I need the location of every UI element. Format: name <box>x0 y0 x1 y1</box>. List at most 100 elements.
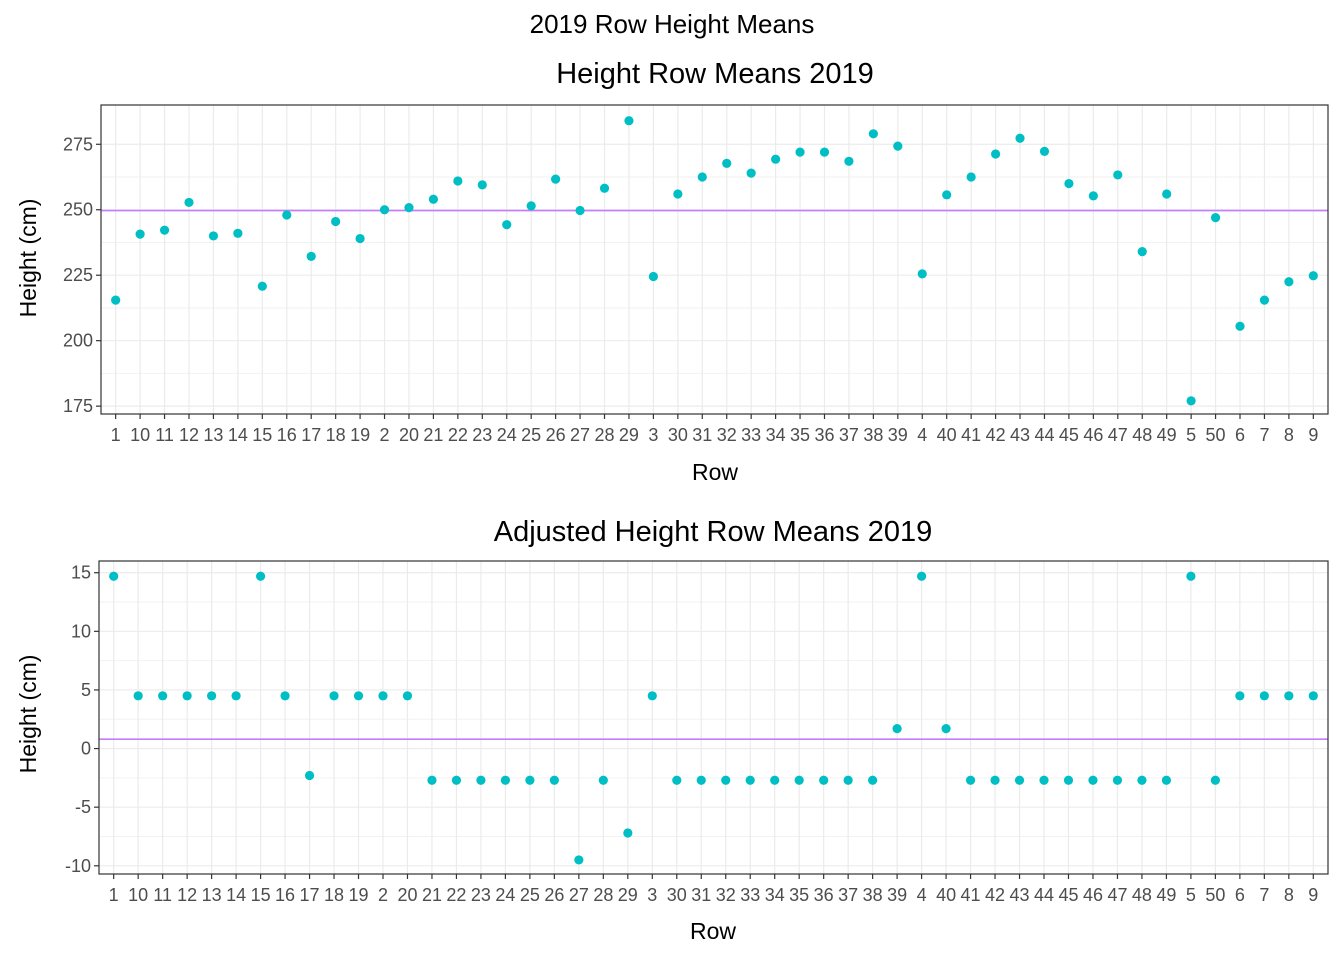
top-panel-x-tick-label: 17 <box>301 425 321 445</box>
top-panel-y-tick-label: 225 <box>63 265 93 285</box>
top-panel-x-tick-label: 11 <box>155 425 174 445</box>
top-panel-x-tick-label: 44 <box>1034 425 1054 445</box>
bottom-panel-x-tick-label: 42 <box>985 885 1005 905</box>
top-panel-y-tick-label: 175 <box>63 396 93 416</box>
bottom-panel-x-tick-label: 19 <box>348 885 368 905</box>
top-panel-point <box>844 156 854 166</box>
top-panel-x-tick-label: 7 <box>1259 425 1269 445</box>
bottom-panel-point <box>255 571 266 581</box>
bottom-panel-y-tick-label: -10 <box>65 856 91 876</box>
top-panel-point <box>1015 133 1025 143</box>
bottom-panel-point <box>1186 571 1196 581</box>
bottom-panel-point <box>965 775 976 785</box>
bottom-panel-x-tick-label: 5 <box>1186 885 1196 905</box>
figure-title: 2019 Row Height Means <box>530 9 815 39</box>
top-panel-point <box>1235 321 1245 331</box>
top-panel-x-tick-label: 38 <box>863 425 883 445</box>
top-panel-x-tick-label: 34 <box>766 425 786 445</box>
top-panel-point <box>404 203 414 213</box>
top-panel-point <box>893 141 903 151</box>
bottom-panel-x-tick-label: 20 <box>397 885 417 905</box>
bottom-panel-x-tick-label: 41 <box>961 885 981 905</box>
top-panel-point <box>771 154 781 164</box>
bottom-panel-point <box>1284 691 1294 701</box>
top-panel-y-tick-label: 200 <box>63 331 93 351</box>
top-panel-x-tick-label: 16 <box>277 425 297 445</box>
bottom-panel-x-tick-label: 30 <box>667 885 687 905</box>
bottom-panel-point <box>770 775 780 785</box>
bottom-panel-point <box>721 775 731 785</box>
bottom-panel-x-tick-label: 16 <box>275 885 295 905</box>
top-panel-grid <box>101 105 1328 414</box>
bottom-panel-x-tick-label: 47 <box>1107 885 1127 905</box>
bottom-panel-x-tick-label: 17 <box>300 885 320 905</box>
top-panel-x-tick-label: 18 <box>326 425 346 445</box>
top-panel-point <box>1284 277 1294 287</box>
top-panel-point <box>722 158 732 168</box>
bottom-panel-y-tick-label: 10 <box>71 621 91 641</box>
bottom-panel-point <box>623 828 633 838</box>
top-panel-x-tick-label: 30 <box>668 425 688 445</box>
top-panel-x-tick-label: 25 <box>521 425 541 445</box>
top-panel-point <box>184 197 194 208</box>
bottom-panel-point <box>916 571 927 581</box>
top-panel-x-tick-label: 28 <box>594 425 614 445</box>
bottom-panel-x-tick-label: 29 <box>618 885 638 905</box>
top-panel-point <box>355 233 365 244</box>
bottom-panel-point <box>378 691 388 701</box>
bottom-panel-y-tick-label: -5 <box>75 797 91 817</box>
bottom-panel-point <box>109 571 119 581</box>
top-panel-x-tick-label: 10 <box>130 425 150 445</box>
top-panel-y-axis-title: Height (cm) <box>15 199 41 318</box>
top-panel-point <box>551 174 561 184</box>
top-panel-point <box>1088 191 1098 201</box>
top-panel-point <box>1259 295 1270 305</box>
top-panel-point <box>1064 178 1074 189</box>
top-panel-x-tick-label: 29 <box>619 425 639 445</box>
bottom-panel-point <box>819 775 829 785</box>
bottom-panel-x-tick-label: 3 <box>647 885 657 905</box>
bottom-panel-x-tick-label: 33 <box>740 885 760 905</box>
top-panel-point <box>966 172 976 182</box>
bottom-panel-point <box>280 691 290 701</box>
bottom-panel-title: Adjusted Height Row Means 2019 <box>494 516 932 548</box>
top-panel-point <box>208 231 219 241</box>
top-panel-point <box>575 205 585 216</box>
top-panel-x-tick-label: 27 <box>570 425 590 445</box>
bottom-panel-point <box>402 691 413 701</box>
bottom-panel-x-tick-label: 46 <box>1083 885 1103 905</box>
top-panel: Height Row Means 2019 Row Height (cm) 17… <box>15 58 1329 485</box>
top-panel-title: Height Row Means 2019 <box>556 58 874 90</box>
bottom-panel-point <box>647 691 657 701</box>
bottom-panel-x-axis-title: Row <box>690 918 736 944</box>
top-panel-x-tick-label: 32 <box>717 425 737 445</box>
bottom-panel-point <box>231 691 241 701</box>
bottom-panel-point <box>1039 775 1049 785</box>
bottom-panel-x-tick-label: 1 <box>109 885 119 905</box>
bottom-panel-point <box>696 775 706 785</box>
top-panel-x-tick-label: 43 <box>1010 425 1030 445</box>
bottom-panel-point <box>133 691 143 701</box>
top-panel-point <box>990 149 1001 159</box>
top-panel-x-tick-label: 19 <box>350 425 370 445</box>
bottom-panel-grid <box>99 561 1328 874</box>
top-panel-x-tick-label: 4 <box>917 425 927 445</box>
bottom-panel-point <box>304 770 315 781</box>
bottom-panel-y-tick-label: 15 <box>71 563 91 583</box>
top-panel-x-tick-label: 39 <box>888 425 908 445</box>
top-panel-x-tick-label: 40 <box>937 425 957 445</box>
top-panel-x-tick-label: 6 <box>1235 425 1245 445</box>
top-panel-x-tick-label: 22 <box>448 425 468 445</box>
top-panel-point <box>282 210 292 220</box>
bottom-panel-point <box>158 691 168 701</box>
bottom-panel-x-tick-label: 37 <box>838 885 858 905</box>
bottom-panel-point <box>1161 775 1172 785</box>
bottom-panel-x-tick-label: 24 <box>495 885 515 905</box>
top-panel-x-tick-label: 24 <box>497 425 517 445</box>
top-panel-point <box>453 176 463 186</box>
top-panel-x-tick-label: 42 <box>986 425 1006 445</box>
top-panel-x-tick-label: 46 <box>1083 425 1103 445</box>
bottom-panel-point <box>1259 691 1269 701</box>
top-panel-x-tick-label: 15 <box>252 425 272 445</box>
